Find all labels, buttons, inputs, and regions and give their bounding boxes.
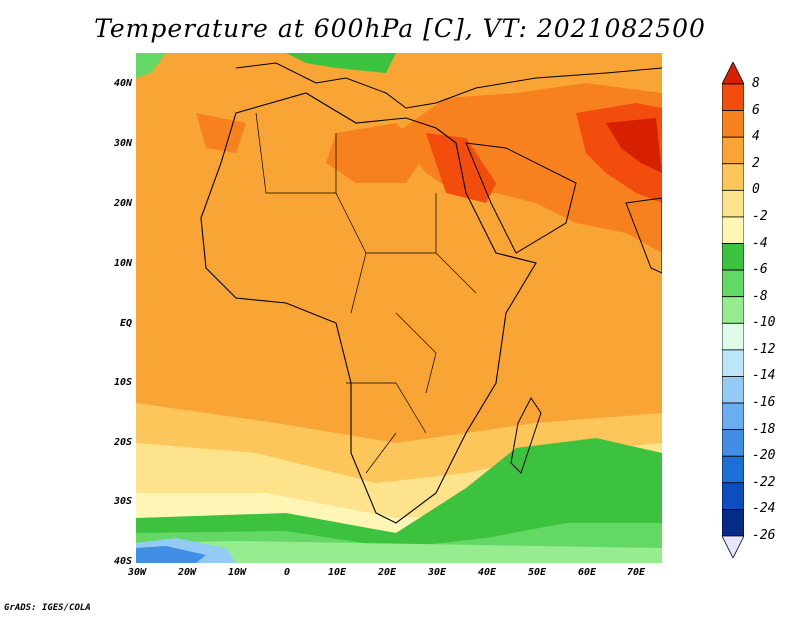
colorbar-box (722, 429, 744, 457)
colorbar-box (722, 110, 744, 138)
contour-north-green (136, 53, 166, 78)
lon-label: 60E (577, 567, 597, 578)
temperature-map (136, 53, 662, 563)
colorbar-box (722, 482, 744, 510)
colorbar-tick-label: -2 (752, 208, 768, 224)
colorbar-box (722, 455, 744, 484)
lon-label: 0 (283, 567, 291, 578)
colorbar-top-triangle (722, 62, 744, 85)
lon-label: 20W (177, 567, 197, 578)
lon-label: 10E (327, 567, 347, 578)
colorbar-bottom-triangle (722, 535, 744, 558)
contour-south-mint (136, 541, 662, 563)
colorbar-box (722, 402, 744, 431)
colorbar-tick-label: -6 (752, 262, 768, 278)
colorbar-box (722, 269, 744, 298)
lon-label: 70E (626, 567, 646, 578)
colorbar-tick-label: 2 (752, 155, 760, 171)
colorbar-box (722, 83, 744, 111)
colorbar-tick-label: -18 (752, 421, 776, 437)
colorbar-box (722, 376, 744, 404)
india-coastline (625, 197, 662, 274)
lon-label: 10W (227, 567, 247, 578)
lat-label: 30S (113, 496, 132, 507)
lat-label: 10S (113, 377, 132, 388)
colorbar-tick-label: -10 (752, 315, 776, 331)
lat-label: 30N (113, 138, 132, 149)
contour-warm-west (136, 53, 286, 313)
madagascar-coastline (510, 397, 542, 474)
lat-label: 10N (113, 258, 132, 269)
footer-credit: GrADS: IGES/COLA (4, 603, 91, 613)
lat-label: 20N (113, 198, 132, 209)
colorbar-tick-label: -22 (752, 474, 776, 490)
colorbar-tick-label: -14 (752, 368, 776, 384)
lat-label: EQ (119, 318, 132, 329)
europe-coastline (235, 62, 662, 109)
colorbar-tick-label: -12 (752, 341, 776, 357)
colorbar-box (722, 163, 744, 191)
colorbar-tick-label: -16 (752, 395, 776, 411)
colorbar-tick-label: -4 (752, 235, 768, 251)
arabia-coastline (465, 142, 577, 254)
colorbar-box (722, 189, 744, 218)
colorbar-tick-label: -26 (752, 528, 776, 543)
contour-hottest-core (606, 118, 662, 173)
lat-label: 40S (113, 556, 132, 567)
lon-label: 40E (477, 567, 497, 578)
contour-med-green (286, 53, 396, 73)
lon-label: 20E (377, 567, 397, 578)
africa-coastline (200, 92, 537, 524)
colorbar-box (722, 216, 744, 244)
chart-title: Temperature at 600hPa [C], VT: 202108250… (94, 14, 706, 43)
lon-label: 50E (527, 567, 547, 578)
colorbar-box (722, 243, 744, 271)
colorbar-tick-label: 6 (752, 102, 760, 118)
colorbar-box (722, 322, 744, 351)
colorbar-box (722, 136, 744, 165)
colorbar-tick-label: 0 (752, 182, 760, 198)
lat-label: 20S (113, 437, 132, 448)
map-canvas (136, 53, 662, 563)
lon-label: 30E (427, 567, 447, 578)
colorbar-tick-label: -24 (752, 501, 776, 517)
colorbar-box (722, 349, 744, 377)
colorbar-tick-label: -8 (752, 288, 768, 304)
country-borders (255, 112, 477, 474)
colorbar-box (722, 509, 744, 537)
colorbar-box (722, 296, 744, 324)
colorbar-boxes (722, 62, 744, 558)
contour-south-colder (136, 546, 206, 563)
lat-label: 40N (113, 78, 132, 89)
lon-label: 30W (127, 567, 147, 578)
colorbar-tick-label: 4 (752, 129, 760, 145)
colorbar-tick-label: -20 (752, 448, 776, 464)
contour-sahara-warm (326, 123, 426, 183)
colorbar (722, 62, 744, 558)
colorbar-tick-label: 8 (752, 76, 760, 91)
